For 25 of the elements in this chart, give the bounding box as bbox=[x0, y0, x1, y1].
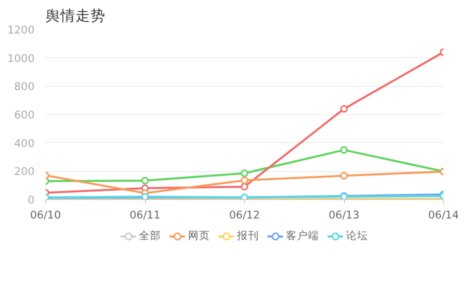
point bbox=[240, 176, 248, 184]
y-tick-label: 1000 bbox=[7, 52, 35, 65]
y-tick-label: 400 bbox=[14, 136, 35, 150]
y-tick-label: 800 bbox=[14, 80, 35, 94]
x-tick-label: 06/11 bbox=[130, 208, 160, 222]
y-tick-label: 1200 bbox=[7, 24, 35, 36]
legend-label: 论坛 bbox=[346, 229, 368, 243]
point bbox=[240, 183, 248, 190]
x-tick-label: 06/12 bbox=[229, 208, 260, 222]
x-tick-label: 06/14 bbox=[428, 208, 460, 222]
y-tick-label: 0 bbox=[28, 194, 35, 206]
chart-title: 舆情走势 bbox=[46, 8, 106, 24]
legend-label: 报刊 bbox=[237, 229, 259, 243]
y-tick-label: 600 bbox=[14, 108, 35, 122]
legend-label: 全部 bbox=[139, 229, 161, 243]
legend-label: 网页 bbox=[188, 229, 210, 243]
point bbox=[240, 170, 248, 178]
point bbox=[340, 105, 348, 113]
point bbox=[340, 146, 348, 154]
x-tick-label: 06/13 bbox=[328, 208, 360, 222]
legend-label: 客户端 bbox=[286, 229, 319, 243]
point bbox=[340, 172, 348, 180]
y-tick-label: 200 bbox=[14, 165, 35, 178]
point bbox=[141, 176, 149, 184]
x-tick-label: 06/10 bbox=[30, 208, 62, 222]
